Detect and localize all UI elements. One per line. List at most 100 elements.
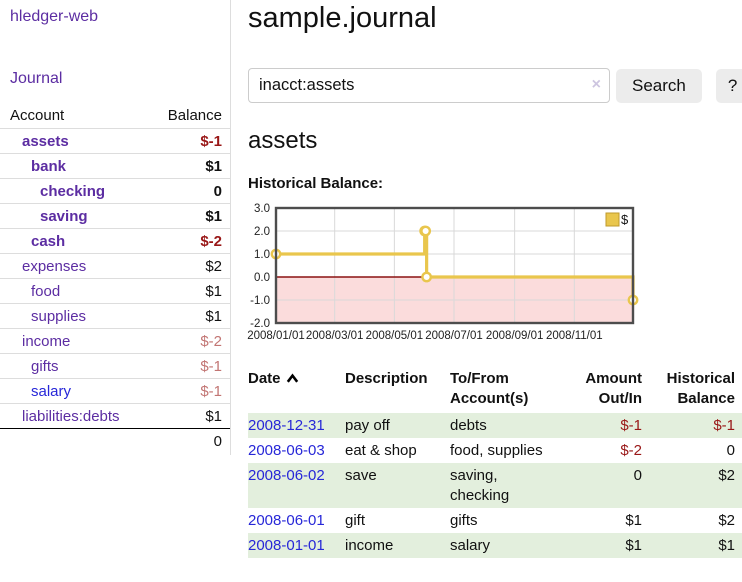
svg-text:2008/07/01: 2008/07/01 (425, 330, 483, 342)
account-heading: assets (248, 127, 318, 154)
register-balance: $1 (649, 533, 742, 558)
register-balance: 0 (726, 441, 735, 459)
accounts-total-row: 0 (0, 428, 230, 453)
account-balance: $-1 (146, 353, 230, 379)
column-header-accounts[interactable]: To/From Account(s) (450, 370, 529, 407)
account-row: liabilities:debts $1 (0, 403, 230, 429)
register-amount: $-1 (562, 413, 649, 438)
account-balance: $-1 (146, 378, 230, 404)
search-input[interactable] (248, 68, 610, 103)
register-amount: $1 (625, 511, 642, 529)
svg-text:2008/03/01: 2008/03/01 (306, 330, 364, 342)
account-balance: $1 (146, 403, 230, 429)
account-row: checking 0 (0, 178, 230, 204)
sort-ascending-icon (286, 370, 299, 390)
register-accounts: food, supplies (450, 441, 543, 459)
register-balance: $-1 (649, 413, 742, 438)
accounts-header-account: Account (0, 103, 147, 129)
svg-text:-2.0: -2.0 (250, 318, 270, 330)
account-name-link[interactable]: gifts (31, 357, 59, 375)
account-balance: $-2 (146, 228, 230, 254)
register-row: 2008-06-01 gift gifts $1 $2 (248, 508, 742, 533)
page: hledger-web Journal Account Balance asse… (0, 0, 742, 558)
register-header-row: Date Description To/From Account(s) Amou… (248, 367, 742, 413)
account-name-link[interactable]: assets (22, 132, 69, 150)
svg-text:2008/05/01: 2008/05/01 (366, 330, 424, 342)
svg-text:2008/11/01: 2008/11/01 (546, 330, 603, 342)
svg-text:-1.0: -1.0 (250, 295, 270, 307)
svg-text:1.0: 1.0 (254, 249, 270, 261)
register-table: Date Description To/From Account(s) Amou… (248, 367, 742, 558)
register-date-link[interactable]: 2008-06-02 (248, 466, 325, 484)
register-description: income (345, 533, 450, 558)
sidebar: hledger-web Journal Account Balance asse… (0, 0, 231, 455)
account-balance: $-2 (146, 328, 230, 354)
register-accounts: gifts (450, 511, 478, 529)
nav-journal-link[interactable]: Journal (10, 70, 63, 87)
account-name-link[interactable]: bank (31, 157, 67, 175)
register-accounts: debts (450, 413, 562, 438)
app-brand-link[interactable]: hledger-web (10, 8, 99, 25)
register-amount: $1 (562, 533, 649, 558)
chart-title: Historical Balance: (248, 175, 384, 192)
register-row: 2008-01-01 income salary $1 $1 (248, 533, 742, 558)
account-row: bank $1 (0, 153, 230, 179)
account-row: expenses $2 (0, 253, 230, 279)
account-balance: 0 (146, 178, 230, 204)
account-row: supplies $1 (0, 303, 230, 329)
register-amount: 0 (562, 463, 649, 508)
svg-text:2008/09/01: 2008/09/01 (486, 330, 544, 342)
accounts-table: Account Balance assets $-1 bank $1 checking 0… (0, 103, 230, 453)
account-name-link[interactable]: salary (31, 382, 72, 400)
accounts-total-balance: 0 (146, 428, 230, 453)
account-row: food $1 (0, 278, 230, 304)
register-row: 2008-06-02 save saving, checking 0 $2 (248, 463, 742, 508)
historical-balance-chart: $3.0 2.0 1.0 0.0 -1.0 -2.0 2008/01/01 2008/03/0… (244, 199, 742, 354)
column-header-balance[interactable]: Historical Balance (666, 370, 735, 407)
account-name-link[interactable]: expenses (22, 257, 87, 275)
svg-text:2.0: 2.0 (254, 226, 270, 238)
search-button[interactable]: Search (616, 68, 702, 103)
register-row: 2008-06-03 eat & shop food, supplies $-2 0 (248, 438, 742, 463)
account-balance: $-1 (200, 132, 222, 150)
register-accounts: salary (450, 533, 562, 558)
account-row: salary $-1 (0, 378, 230, 404)
account-balance: $1 (146, 153, 230, 179)
account-name-link[interactable]: cash (31, 232, 66, 250)
register-date-link[interactable]: 2008-01-01 (248, 536, 325, 554)
help-button[interactable]: ? (715, 68, 742, 103)
account-balance: $2 (146, 253, 230, 279)
account-name-link[interactable]: income (22, 332, 71, 350)
svg-text:$: $ (621, 212, 629, 227)
register-date-link[interactable]: 2008-06-03 (248, 441, 325, 459)
svg-text:2008/01/01: 2008/01/01 (247, 330, 305, 342)
account-balance: $1 (146, 303, 230, 329)
account-name-link[interactable]: liabilities:debts (22, 407, 120, 425)
column-header-description[interactable]: Description (345, 370, 428, 387)
account-row: saving $1 (0, 203, 230, 229)
register-row: 2008-12-31 pay off debts $-1 $-1 (248, 413, 742, 438)
accounts-header-balance: Balance (146, 103, 230, 129)
page-title: sample.journal (248, 2, 437, 34)
account-row: cash $-2 (0, 228, 230, 254)
register-balance: $2 (649, 463, 742, 508)
register-amount: $-2 (620, 441, 642, 459)
account-balance: $1 (146, 278, 230, 304)
accounts-header-row: Account Balance (0, 103, 230, 129)
clear-search-icon[interactable]: × (591, 76, 601, 93)
main-content: sample.journal × Search ? assets Histori… (231, 0, 742, 558)
account-name-link[interactable]: supplies (31, 307, 87, 325)
column-header-date[interactable]: Date (248, 367, 345, 413)
account-row: assets $-1 (0, 129, 230, 154)
register-date-link[interactable]: 2008-06-01 (248, 511, 325, 529)
account-name-link[interactable]: saving (40, 207, 88, 225)
account-row: income $-2 (0, 328, 230, 354)
register-accounts: saving, checking (450, 463, 562, 508)
account-name-link[interactable]: checking (40, 182, 106, 200)
column-header-amount[interactable]: Amount Out/In (585, 370, 642, 407)
register-description: save (345, 463, 450, 508)
account-name-link[interactable]: food (31, 282, 61, 300)
register-date-link[interactable]: 2008-12-31 (248, 416, 325, 434)
svg-text:3.0: 3.0 (254, 203, 270, 215)
